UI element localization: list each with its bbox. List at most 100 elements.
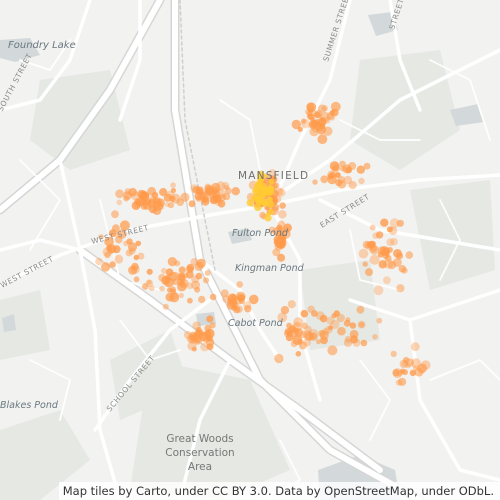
heat-dot [303,338,311,347]
heat-dot [135,240,142,247]
heat-dot [292,335,303,346]
heat-dot [327,170,335,179]
heat-dot [165,292,175,302]
heat-dot [178,266,186,274]
heat-dot [220,289,229,298]
heat-dot [326,316,335,325]
heat-dot [309,332,318,341]
heat-dot [136,200,142,206]
heat-dot [306,102,317,112]
heat-dot [104,251,111,259]
heat-dot [276,188,286,197]
heat-dot-core [253,203,262,212]
heat-dot [221,181,230,190]
heat-dot [333,310,340,317]
heat-dot [190,184,199,193]
heat-dot [398,377,407,386]
heat-dot [393,249,402,258]
heat-dot [140,197,147,204]
heat-dot [369,254,380,265]
label-great-woods-line3: Area [188,461,212,473]
heat-dot [363,162,371,170]
heat-dot [231,304,238,311]
label-ne-street: STREET [387,0,406,31]
heat-dot [317,134,328,145]
heat-dot [307,113,315,121]
heat-dot [131,262,139,271]
heat-dot [358,248,369,259]
heat-dot [191,346,197,352]
heat-dot [95,257,103,266]
heat-dot [167,257,177,267]
label-great-woods: Great Woods Conservation Area [165,433,234,473]
green-areas [0,50,495,500]
heat-dot [372,334,378,340]
heat-dot [106,244,117,254]
heat-dot [223,184,230,191]
heat-dot [170,187,176,194]
heat-dot [410,342,420,352]
heat-dot [294,328,303,337]
heat-dot [286,331,293,338]
heat-dot [405,251,414,259]
heat-dot-core [268,179,275,185]
heat-dot [187,297,193,304]
heat-dot [133,276,140,283]
heat-dot [395,379,402,386]
heat-dot [343,319,351,327]
heat-dot [204,270,211,276]
heat-dot [358,321,365,328]
heat-dot [128,187,137,197]
heat-dot [308,329,319,339]
heat-dot-core [258,197,265,205]
heat-dot [159,188,168,197]
heat-dot [356,305,365,314]
heat-dot [186,263,195,272]
heat-dot [137,252,145,260]
heat-dot [115,235,123,244]
heat-dot [344,335,352,343]
heat-dot [143,201,152,210]
heat-dot [343,338,353,347]
heat-dot [277,253,286,262]
heat-dot [401,369,408,376]
heat-dot [160,267,167,274]
heat-dot [291,119,301,130]
heat-dot [194,286,201,293]
heat-dot [319,314,328,323]
heat-dot [365,268,373,277]
label-west-street: WEST STREET [90,223,150,246]
heat-dot [165,268,174,277]
heat-dot [214,198,223,207]
heat-dot [342,164,352,174]
heat-dot [259,211,266,219]
heat-dot [225,187,232,195]
heat-dot [212,189,218,195]
heat-dot [318,104,327,113]
heat-dot [244,305,252,313]
heat-dot [378,260,387,269]
heat-dot [312,179,318,185]
heat-dot [389,218,400,229]
heat-dot [329,171,337,179]
heat-dot [376,317,383,324]
heat-dot [375,231,384,239]
heat-dot [167,202,174,209]
heat-dot [392,258,402,267]
label-great-woods-line1: Great Woods [166,433,233,445]
heat-dot [227,296,238,306]
heat-dot [276,224,283,231]
heat-dot [337,326,346,336]
heat-dot [159,285,165,292]
heat-dot [279,202,286,209]
heat-dot [319,122,326,129]
heat-dot [330,101,341,112]
heat-dot [109,261,116,268]
label-fulton-pond: Fulton Pond [232,228,289,239]
heat-dot-core [254,182,262,190]
heat-dot [401,267,408,274]
label-mansfield: MANSFIELD [238,170,309,182]
heat-dot [320,175,329,184]
label-summer-street: SUMMER STREET [321,0,352,63]
